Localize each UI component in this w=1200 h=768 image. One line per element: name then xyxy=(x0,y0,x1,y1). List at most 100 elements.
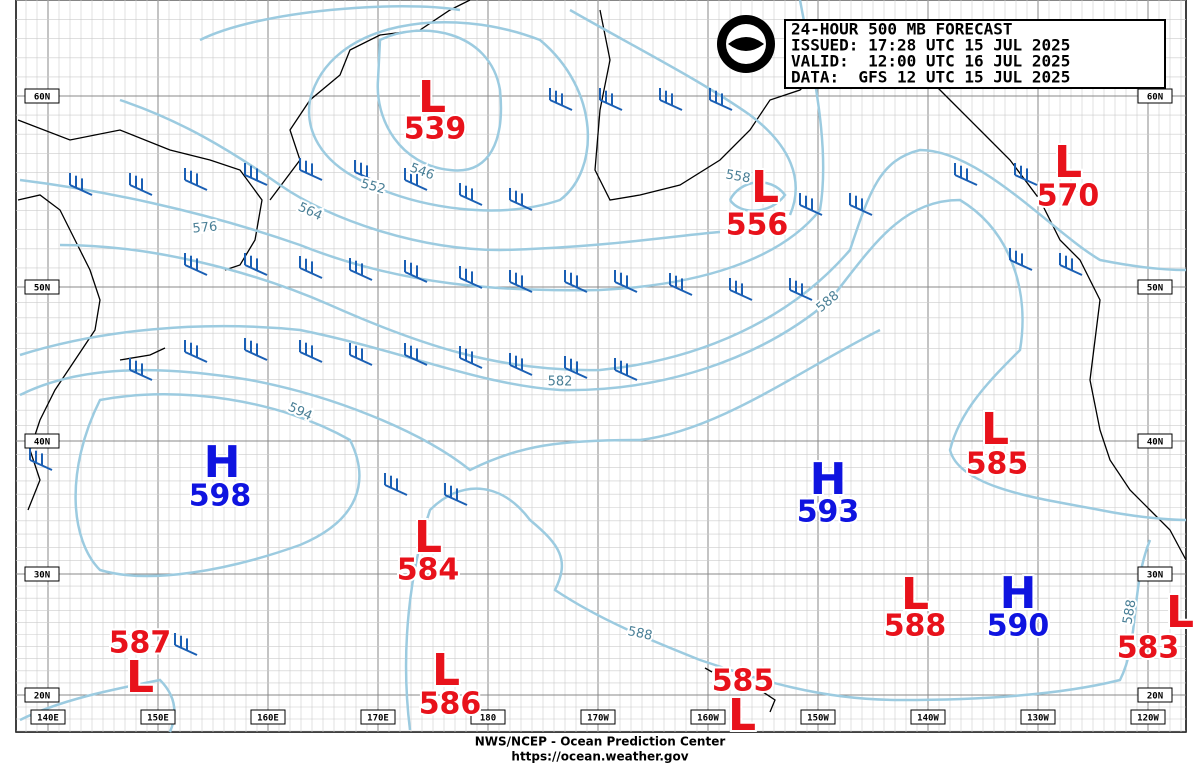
coast-kamchatka xyxy=(17,119,263,271)
lat-label: 20N xyxy=(34,692,50,702)
contours xyxy=(19,0,1187,733)
lat-label-box xyxy=(1137,687,1173,703)
lat-label-box xyxy=(24,88,60,104)
center-letter: L xyxy=(901,569,929,620)
lat-label-box xyxy=(1137,279,1173,295)
contour-588c xyxy=(19,328,881,472)
grid xyxy=(16,0,1186,732)
lat-label-box xyxy=(1137,566,1173,582)
lon-label: 140W xyxy=(917,714,939,724)
center-letter: L xyxy=(1054,137,1082,188)
center-value: 598 xyxy=(189,479,252,514)
center-value: 586 xyxy=(419,687,482,722)
contour-label: 588 xyxy=(626,624,653,644)
coast-na xyxy=(859,49,1187,561)
center-value: 585 xyxy=(966,447,1029,482)
header-line: ISSUED: 17:28 UTC 15 JUL 2025 xyxy=(791,36,1070,55)
coast-alaska xyxy=(594,9,861,201)
contour-564b xyxy=(569,8,797,216)
logo-bird xyxy=(728,37,764,51)
lat-label-box xyxy=(24,566,60,582)
lon-label: 150E xyxy=(147,714,169,724)
contour-582 xyxy=(59,148,1187,372)
lat-label: 50N xyxy=(1147,284,1163,294)
lat-label: 60N xyxy=(34,93,50,103)
center-value: 585 xyxy=(712,664,775,699)
center-letter: H xyxy=(1000,568,1037,619)
center-value: 584 xyxy=(397,553,460,588)
header-line: DATA: GFS 12 UTC 15 JUL 2025 xyxy=(791,68,1070,87)
lon-label: 130W xyxy=(1027,714,1049,724)
center-value: 588 xyxy=(884,609,947,644)
contour-588 xyxy=(19,198,1187,522)
contour-558b xyxy=(728,181,787,212)
center-letter: L xyxy=(751,162,779,213)
contour-label: 588 xyxy=(1120,598,1139,625)
contour-552 xyxy=(307,20,590,212)
lon-label-box xyxy=(1020,709,1056,725)
lat-label: 60N xyxy=(1147,93,1163,103)
center-letter: L xyxy=(418,72,446,123)
lon-label-box xyxy=(30,709,66,725)
lon-label: 170W xyxy=(587,714,609,724)
center-value: 590 xyxy=(987,609,1050,644)
contour-546 xyxy=(376,29,503,172)
center-letter: L xyxy=(414,512,442,563)
header-line: VALID: 12:00 UTC 16 JUL 2025 xyxy=(791,52,1070,71)
lat-label-box xyxy=(1137,433,1173,449)
lon-label: 150W xyxy=(807,714,829,724)
lon-label: 160E xyxy=(257,714,279,724)
center-value: 539 xyxy=(404,112,467,147)
center-letter: L xyxy=(1166,587,1194,638)
footer-line: https://ocean.weather.gov xyxy=(511,750,688,764)
lon-label: 180 xyxy=(480,714,496,724)
lat-label: 40N xyxy=(34,438,50,448)
center-value: 556 xyxy=(726,208,789,243)
lon-label: 140E xyxy=(37,714,59,724)
lon-label-box xyxy=(580,709,616,725)
contour-label: 582 xyxy=(548,375,573,390)
lat-label: 50N xyxy=(34,284,50,294)
noaa-logo xyxy=(717,15,775,73)
center-letter: L xyxy=(432,645,460,696)
lat-label-box xyxy=(24,279,60,295)
contour-label: 576 xyxy=(192,219,218,236)
lon-label: 160W xyxy=(697,714,719,724)
center-letter: H xyxy=(204,437,241,488)
contour-594 xyxy=(74,393,361,578)
coast-hawaii xyxy=(704,667,776,713)
coast-siberia xyxy=(269,0,471,201)
lat-label: 40N xyxy=(1147,438,1163,448)
footer-line: NWS/NCEP - Ocean Prediction Center xyxy=(475,735,726,749)
contour-588d xyxy=(404,487,1152,731)
labels: 60N 60N 50N 50N 40N 40N 30N 30N 20N 20N 140E 150E 16… xyxy=(24,70,1196,743)
center-value: 570 xyxy=(1037,179,1100,214)
contour-label: 558 xyxy=(724,167,751,186)
lon-label-box xyxy=(800,709,836,725)
lat-label: 20N xyxy=(1147,692,1163,702)
lat-label-box xyxy=(24,433,60,449)
lat-label: 30N xyxy=(1147,571,1163,581)
lon-label-box xyxy=(910,709,946,725)
center-value: 583 xyxy=(1117,631,1180,666)
lat-label: 30N xyxy=(34,571,50,581)
lon-label-box xyxy=(1130,709,1166,725)
lat-label-box xyxy=(24,687,60,703)
contour-558 xyxy=(199,5,461,42)
header-box xyxy=(784,19,1166,89)
header-line: 24-HOUR 500 MB FORECAST xyxy=(791,20,1013,39)
center-value: 593 xyxy=(797,495,860,530)
center-letter: L xyxy=(728,690,756,741)
lon-label-box xyxy=(470,709,506,725)
center-value: 587 xyxy=(109,626,172,661)
wind-barbs xyxy=(29,88,1083,656)
lon-label: 170E xyxy=(367,714,389,724)
center-letter: L xyxy=(126,652,154,703)
center-letter: L xyxy=(981,404,1009,455)
lon-label-box xyxy=(140,709,176,725)
lon-label-box xyxy=(250,709,286,725)
lon-label-box xyxy=(690,709,726,725)
lon-label-box xyxy=(360,709,396,725)
